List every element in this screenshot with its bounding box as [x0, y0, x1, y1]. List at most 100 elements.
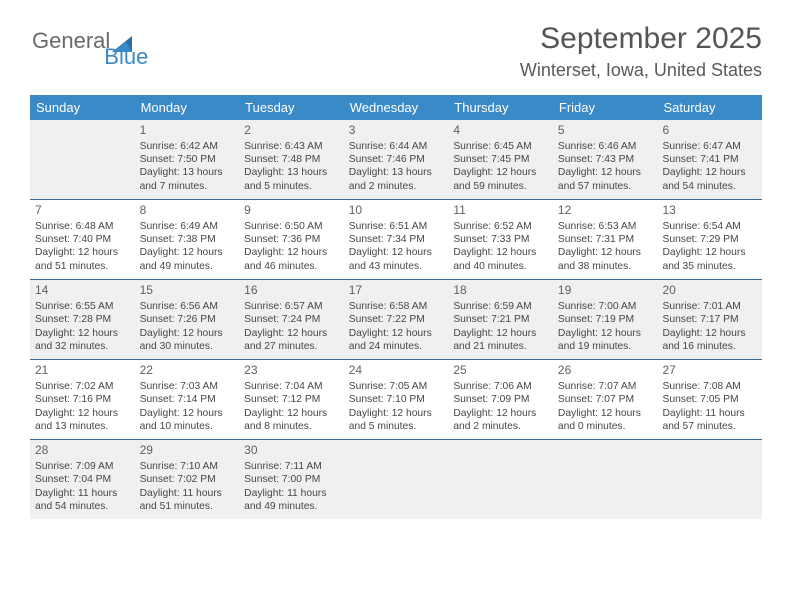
day-cell: 19Sunrise: 7:00 AMSunset: 7:19 PMDayligh…: [553, 280, 658, 359]
day-cell: 24Sunrise: 7:05 AMSunset: 7:10 PMDayligh…: [344, 360, 449, 439]
daylight-line: Daylight: 12 hours and 10 minutes.: [140, 407, 235, 434]
sunrise-line: Sunrise: 6:42 AM: [140, 140, 235, 153]
sunrise-line: Sunrise: 6:46 AM: [558, 140, 653, 153]
sunrise-line: Sunrise: 7:09 AM: [35, 460, 130, 473]
day-number: 24: [349, 363, 444, 379]
sunset-line: Sunset: 7:34 PM: [349, 233, 444, 246]
sunset-line: Sunset: 7:46 PM: [349, 153, 444, 166]
day-cell: 25Sunrise: 7:06 AMSunset: 7:09 PMDayligh…: [448, 360, 553, 439]
sunset-line: Sunset: 7:00 PM: [244, 473, 339, 486]
day-header-friday: Friday: [553, 95, 658, 120]
daylight-line: Daylight: 12 hours and 43 minutes.: [349, 246, 444, 273]
sunrise-line: Sunrise: 7:07 AM: [558, 380, 653, 393]
day-cell: [657, 440, 762, 519]
sunrise-line: Sunrise: 6:49 AM: [140, 220, 235, 233]
daylight-line: Daylight: 13 hours and 7 minutes.: [140, 166, 235, 193]
daylight-line: Daylight: 12 hours and 19 minutes.: [558, 327, 653, 354]
sunrise-line: Sunrise: 7:03 AM: [140, 380, 235, 393]
brand-part1: General: [32, 28, 110, 54]
daylight-line: Daylight: 12 hours and 54 minutes.: [662, 166, 757, 193]
day-number: 19: [558, 283, 653, 299]
day-cell: 10Sunrise: 6:51 AMSunset: 7:34 PMDayligh…: [344, 200, 449, 279]
sunset-line: Sunset: 7:50 PM: [140, 153, 235, 166]
day-number: 14: [35, 283, 130, 299]
sunrise-line: Sunrise: 6:53 AM: [558, 220, 653, 233]
day-cell: 13Sunrise: 6:54 AMSunset: 7:29 PMDayligh…: [657, 200, 762, 279]
day-number: 11: [453, 203, 548, 219]
sunrise-line: Sunrise: 7:04 AM: [244, 380, 339, 393]
sunrise-line: Sunrise: 6:58 AM: [349, 300, 444, 313]
sunrise-line: Sunrise: 7:00 AM: [558, 300, 653, 313]
day-number: 17: [349, 283, 444, 299]
day-cell: 18Sunrise: 6:59 AMSunset: 7:21 PMDayligh…: [448, 280, 553, 359]
day-cell: 22Sunrise: 7:03 AMSunset: 7:14 PMDayligh…: [135, 360, 240, 439]
week-row: 28Sunrise: 7:09 AMSunset: 7:04 PMDayligh…: [30, 440, 762, 519]
sunset-line: Sunset: 7:12 PM: [244, 393, 339, 406]
sunrise-line: Sunrise: 6:57 AM: [244, 300, 339, 313]
day-cell: 11Sunrise: 6:52 AMSunset: 7:33 PMDayligh…: [448, 200, 553, 279]
daylight-line: Daylight: 12 hours and 49 minutes.: [140, 246, 235, 273]
sunrise-line: Sunrise: 6:48 AM: [35, 220, 130, 233]
sunset-line: Sunset: 7:48 PM: [244, 153, 339, 166]
day-number: 2: [244, 123, 339, 139]
day-cell: 1Sunrise: 6:42 AMSunset: 7:50 PMDaylight…: [135, 120, 240, 199]
sunset-line: Sunset: 7:36 PM: [244, 233, 339, 246]
day-cell: 16Sunrise: 6:57 AMSunset: 7:24 PMDayligh…: [239, 280, 344, 359]
daylight-line: Daylight: 12 hours and 24 minutes.: [349, 327, 444, 354]
day-header-thursday: Thursday: [448, 95, 553, 120]
sunrise-line: Sunrise: 7:05 AM: [349, 380, 444, 393]
sunset-line: Sunset: 7:19 PM: [558, 313, 653, 326]
day-cell: 4Sunrise: 6:45 AMSunset: 7:45 PMDaylight…: [448, 120, 553, 199]
day-header-row: Sunday Monday Tuesday Wednesday Thursday…: [30, 95, 762, 120]
sunrise-line: Sunrise: 6:44 AM: [349, 140, 444, 153]
day-cell: 28Sunrise: 7:09 AMSunset: 7:04 PMDayligh…: [30, 440, 135, 519]
day-cell: 8Sunrise: 6:49 AMSunset: 7:38 PMDaylight…: [135, 200, 240, 279]
day-number: 12: [558, 203, 653, 219]
week-row: 21Sunrise: 7:02 AMSunset: 7:16 PMDayligh…: [30, 360, 762, 440]
sunset-line: Sunset: 7:38 PM: [140, 233, 235, 246]
day-header-wednesday: Wednesday: [344, 95, 449, 120]
sunset-line: Sunset: 7:02 PM: [140, 473, 235, 486]
day-number: 20: [662, 283, 757, 299]
sunrise-line: Sunrise: 6:55 AM: [35, 300, 130, 313]
daylight-line: Daylight: 12 hours and 27 minutes.: [244, 327, 339, 354]
sunrise-line: Sunrise: 7:02 AM: [35, 380, 130, 393]
day-cell: [30, 120, 135, 199]
day-number: 10: [349, 203, 444, 219]
sunset-line: Sunset: 7:40 PM: [35, 233, 130, 246]
day-number: 23: [244, 363, 339, 379]
sunrise-line: Sunrise: 6:59 AM: [453, 300, 548, 313]
sunset-line: Sunset: 7:22 PM: [349, 313, 444, 326]
day-number: 1: [140, 123, 235, 139]
day-number: 29: [140, 443, 235, 459]
day-number: 28: [35, 443, 130, 459]
sunset-line: Sunset: 7:28 PM: [35, 313, 130, 326]
calendar: Sunday Monday Tuesday Wednesday Thursday…: [30, 95, 762, 519]
day-cell: 12Sunrise: 6:53 AMSunset: 7:31 PMDayligh…: [553, 200, 658, 279]
day-number: 21: [35, 363, 130, 379]
daylight-line: Daylight: 12 hours and 8 minutes.: [244, 407, 339, 434]
sunrise-line: Sunrise: 6:47 AM: [662, 140, 757, 153]
day-cell: 20Sunrise: 7:01 AMSunset: 7:17 PMDayligh…: [657, 280, 762, 359]
day-cell: 3Sunrise: 6:44 AMSunset: 7:46 PMDaylight…: [344, 120, 449, 199]
daylight-line: Daylight: 12 hours and 16 minutes.: [662, 327, 757, 354]
day-number: 5: [558, 123, 653, 139]
sunrise-line: Sunrise: 6:54 AM: [662, 220, 757, 233]
sunset-line: Sunset: 7:21 PM: [453, 313, 548, 326]
daylight-line: Daylight: 12 hours and 38 minutes.: [558, 246, 653, 273]
day-number: 16: [244, 283, 339, 299]
week-row: 14Sunrise: 6:55 AMSunset: 7:28 PM Dayligh…: [30, 280, 762, 360]
sunrise-line: Sunrise: 6:52 AM: [453, 220, 548, 233]
sunrise-line: Sunrise: 6:43 AM: [244, 140, 339, 153]
sunset-line: Sunset: 7:17 PM: [662, 313, 757, 326]
daylight-line: Daylight: 11 hours and 51 minutes.: [140, 487, 235, 514]
daylight-line: Daylight: 12 hours and 30 minutes.: [140, 327, 235, 354]
sunset-line: Sunset: 7:10 PM: [349, 393, 444, 406]
daylight-line: Daylight: 11 hours and 49 minutes.: [244, 487, 339, 514]
daylight-line: Daylight: 12 hours and 2 minutes.: [453, 407, 548, 434]
day-number: 18: [453, 283, 548, 299]
sunrise-line: Sunrise: 7:11 AM: [244, 460, 339, 473]
sunrise-line: Sunrise: 6:50 AM: [244, 220, 339, 233]
daylight-line: Daylight: 12 hours and 46 minutes.: [244, 246, 339, 273]
day-number: 9: [244, 203, 339, 219]
